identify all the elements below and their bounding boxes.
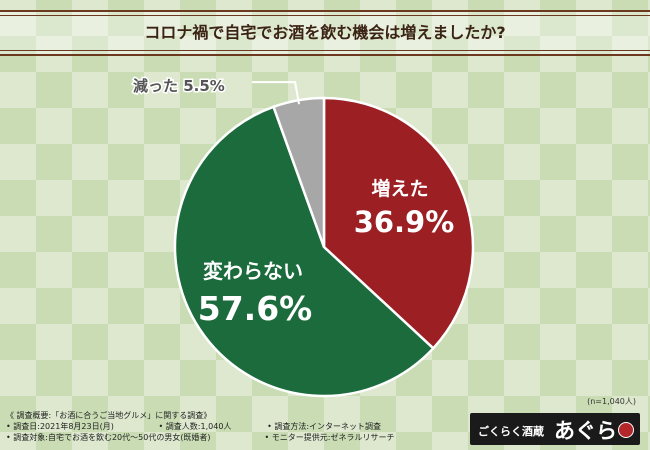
brand-logo: ごくらく酒蔵 あぐら	[470, 413, 640, 445]
footer-heading: 《 調査概要:「お酒に合うご当地グルメ」に関する調査》	[6, 411, 212, 420]
footer-count: • 調査人数:1,040人	[158, 422, 232, 431]
logo-small-text: ごくらく酒蔵	[478, 425, 544, 438]
chart-title: コロナ禍で自宅でお酒を飲む機会は増えましたか?	[144, 23, 506, 42]
title-border-bottom	[0, 50, 650, 51]
footer-method: • 調査方法:インターネット調査	[267, 422, 382, 431]
slice-label-1: 増えた	[371, 177, 428, 200]
sample-size-note: (n=1,040人)	[587, 397, 636, 406]
footer-target: • 調査対象:自宅でお酒を飲む20代〜50代の男女(既婚者)	[6, 433, 211, 442]
pie-slice-1	[322, 96, 475, 351]
title-border-top	[0, 15, 650, 16]
slice-value-2: 57.6%	[198, 289, 313, 328]
slice-label-3: 減った 5.5%	[133, 77, 225, 95]
survey-footer: 《 調査概要:「お酒に合うご当地グルメ」に関する調査》 • 調査日:2021年8…	[6, 410, 395, 443]
footer-date: • 調査日:2021年8月23日(月)	[6, 422, 114, 431]
footer-provider: • モニター提供元:ゼネラルリサーチ	[264, 433, 395, 442]
title-band: コロナ禍で自宅でお酒を飲む機会は増えましたか?	[0, 10, 650, 56]
slice-label-2: 変わらない	[203, 259, 303, 283]
logo-big-text: あぐら	[554, 418, 617, 443]
slice-value-1: 36.9%	[354, 205, 455, 239]
logo-seal-icon	[618, 422, 634, 438]
pie-slice-2	[173, 105, 436, 398]
leader-line	[252, 81, 301, 105]
